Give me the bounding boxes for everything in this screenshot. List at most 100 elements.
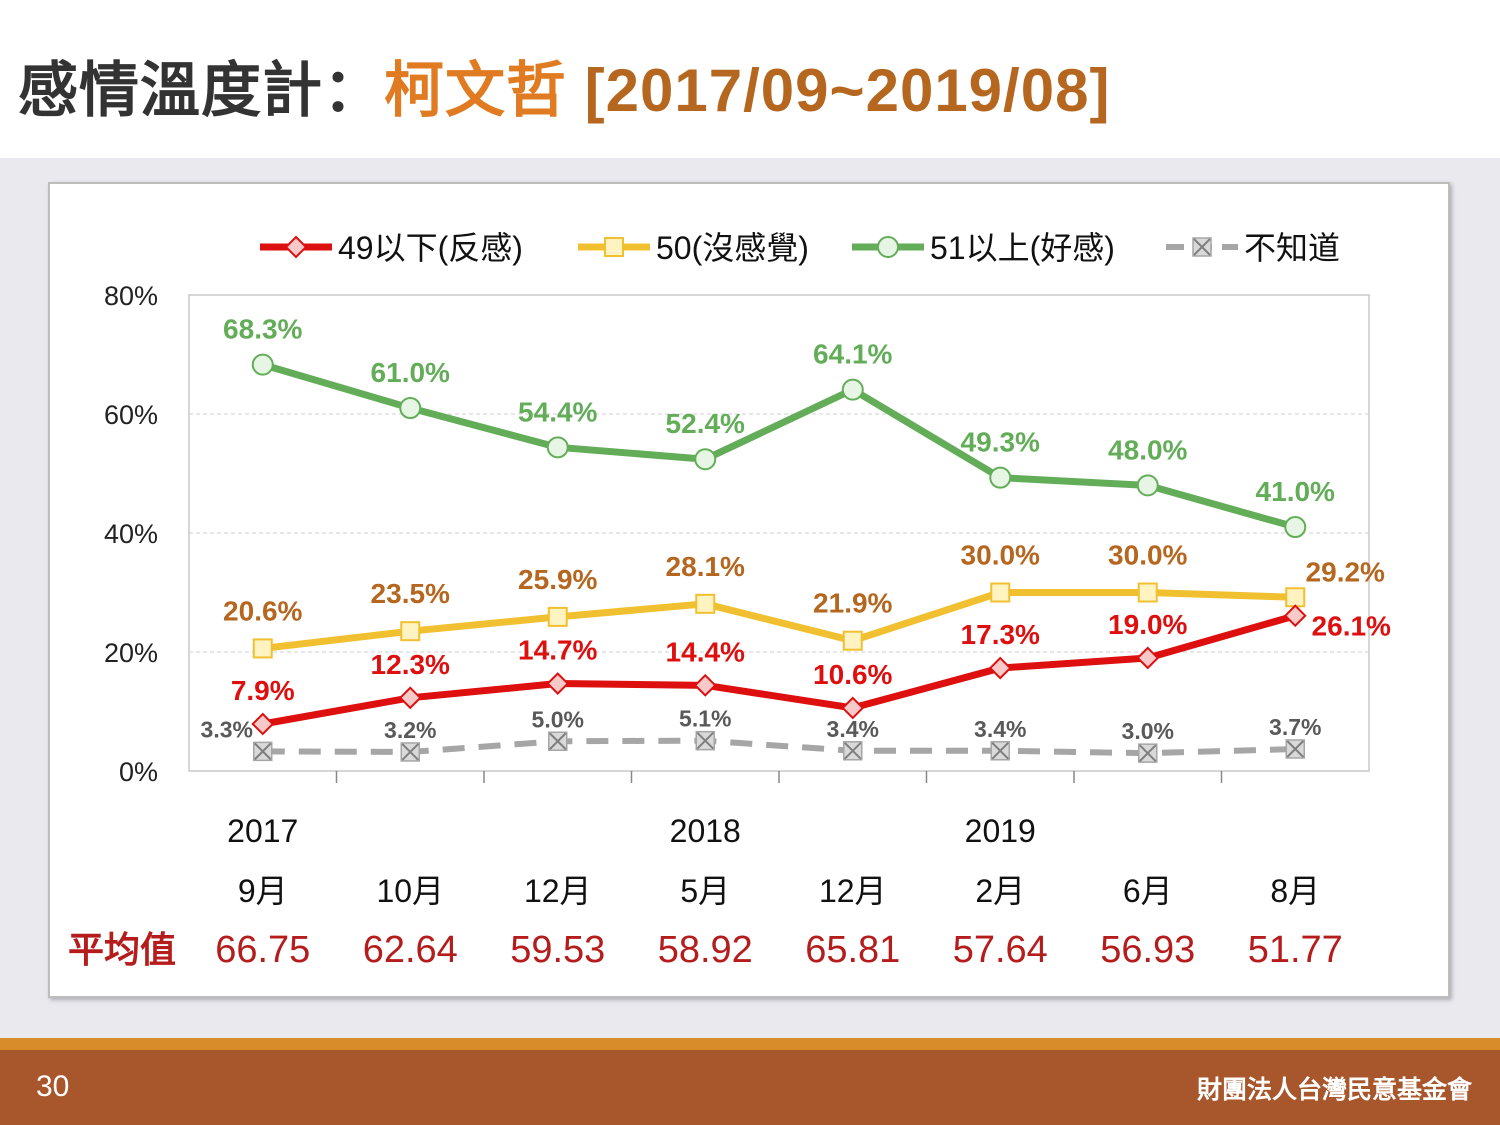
data-label: 5.0% bbox=[532, 706, 584, 732]
series-3-marker bbox=[400, 742, 420, 762]
series-3-marker-x bbox=[991, 742, 1009, 760]
series-0-marker bbox=[1136, 646, 1160, 670]
series-0-marker bbox=[251, 712, 275, 736]
data-label: 68.3% bbox=[223, 314, 302, 345]
series-1-marker bbox=[400, 621, 421, 642]
series-2-marker bbox=[989, 466, 1012, 489]
x-category-label: 2月 bbox=[975, 873, 1025, 909]
data-label: 10.6% bbox=[813, 659, 892, 690]
series-3-marker bbox=[990, 741, 1010, 761]
legend-swatch-marker bbox=[877, 236, 899, 258]
series-2-marker bbox=[1136, 474, 1159, 497]
series-3-marker bbox=[548, 731, 568, 751]
series-line-3 bbox=[262, 737, 1296, 757]
page-number: 30 bbox=[36, 1070, 70, 1103]
data-label: 30.0% bbox=[1108, 540, 1187, 571]
series-1-marker bbox=[695, 593, 716, 614]
x-year-label: 2019 bbox=[965, 813, 1036, 849]
series-3-marker bbox=[1285, 739, 1305, 759]
line-chart: 0% 20% 40% 60% 80% 2017 2018 2019 9月 10月 12月 5月 12月 2… bbox=[68, 230, 1391, 971]
series-0-marker bbox=[546, 672, 570, 695]
legend-label: 49以下(反感) bbox=[338, 230, 523, 266]
data-label: 30.0% bbox=[961, 540, 1040, 571]
data-label: 3.0% bbox=[1122, 718, 1174, 744]
series-3-marker bbox=[843, 741, 863, 761]
series-1-marker bbox=[547, 606, 568, 627]
series-0-marker bbox=[398, 686, 422, 710]
data-label: 3.7% bbox=[1269, 714, 1321, 740]
average-value: 56.93 bbox=[1100, 929, 1195, 971]
series-3-marker bbox=[1138, 743, 1158, 763]
legend-label: 不知道 bbox=[1244, 230, 1340, 266]
series-3-marker-x bbox=[549, 732, 567, 750]
page-title: 感情溫度計：柯文哲 [2017/09~2019/08] bbox=[18, 42, 1111, 124]
data-label: 52.4% bbox=[666, 408, 745, 439]
data-label: 61.0% bbox=[371, 357, 450, 388]
average-value: 65.81 bbox=[805, 929, 900, 971]
x-category-label: 6月 bbox=[1123, 873, 1173, 909]
data-label: 28.1% bbox=[666, 551, 745, 582]
series-2-marker bbox=[694, 448, 717, 471]
legend-swatch-marker-x bbox=[1193, 238, 1211, 256]
legend-swatch-marker bbox=[604, 237, 624, 257]
series-3-marker-x bbox=[844, 742, 862, 760]
series-line-2 bbox=[261, 361, 1297, 531]
footer-bar bbox=[0, 1050, 1500, 1125]
series-3-marker-x bbox=[1286, 740, 1304, 758]
series-2-marker bbox=[1284, 516, 1307, 539]
title-name: 柯文哲 bbox=[384, 57, 567, 124]
y-tick-label: 80% bbox=[104, 281, 158, 311]
series-line-1 bbox=[262, 589, 1296, 652]
average-row-label: 平均值 bbox=[68, 929, 176, 970]
data-label: 19.0% bbox=[1108, 609, 1187, 640]
series-2-marker bbox=[841, 378, 864, 401]
x-category-label: 12月 bbox=[819, 873, 887, 909]
data-label: 48.0% bbox=[1108, 434, 1187, 465]
data-label: 14.7% bbox=[518, 635, 597, 666]
organization-name: 財團法人台灣民意基金會 bbox=[1196, 1076, 1472, 1104]
series-1-marker bbox=[990, 582, 1011, 603]
series-0-marker bbox=[988, 656, 1012, 680]
series-3-marker-x bbox=[254, 742, 272, 761]
title-date-range: [2017/09~2019/08] bbox=[584, 57, 1111, 124]
data-label: 20.6% bbox=[223, 595, 302, 626]
data-label: 5.1% bbox=[679, 706, 731, 732]
data-label: 49.3% bbox=[961, 427, 1040, 458]
series-2-marker bbox=[546, 436, 569, 459]
y-tick-label: 20% bbox=[104, 638, 158, 668]
series-1-marker bbox=[1285, 587, 1306, 608]
x-category-label: 12月 bbox=[524, 873, 592, 909]
data-label: 23.5% bbox=[371, 578, 450, 609]
series-0-marker bbox=[841, 696, 865, 720]
y-tick-label: 60% bbox=[104, 400, 158, 430]
data-label: 29.2% bbox=[1306, 556, 1385, 587]
data-label: 3.4% bbox=[827, 716, 879, 742]
y-tick-label: 40% bbox=[104, 519, 158, 549]
legend-swatch-marker bbox=[1192, 237, 1212, 257]
series-1-marker bbox=[842, 630, 863, 651]
series-3-marker-x bbox=[401, 743, 419, 761]
series-2-marker bbox=[399, 397, 422, 420]
data-label: 54.4% bbox=[518, 396, 597, 427]
legend-label: 50(沒感覺) bbox=[656, 230, 809, 266]
average-value: 57.64 bbox=[953, 929, 1048, 971]
data-label: 64.1% bbox=[813, 339, 892, 370]
legend-label: 51以上(好感) bbox=[930, 230, 1115, 266]
x-category-label: 8月 bbox=[1270, 873, 1320, 909]
data-label: 21.9% bbox=[813, 588, 892, 619]
series-1-marker bbox=[252, 638, 273, 659]
average-value: 58.92 bbox=[658, 929, 753, 971]
x-year-label: 2017 bbox=[227, 813, 298, 849]
footer-stripe bbox=[0, 1038, 1500, 1050]
data-label: 7.9% bbox=[231, 675, 295, 706]
data-label: 17.3% bbox=[961, 619, 1040, 650]
series-3-marker bbox=[253, 741, 273, 762]
series-3-marker-x bbox=[696, 731, 714, 750]
data-label: 3.3% bbox=[201, 716, 253, 742]
series-0-marker bbox=[1283, 604, 1307, 628]
average-value: 51.77 bbox=[1248, 929, 1343, 971]
legend-swatch-marker bbox=[284, 235, 308, 259]
series-3-marker bbox=[695, 730, 715, 751]
data-label: 41.0% bbox=[1256, 476, 1335, 507]
chart-frame: 0% 20% 40% 60% 80% 2017 2018 2019 9月 10月 12月 5月 12月 2… bbox=[48, 182, 1450, 998]
